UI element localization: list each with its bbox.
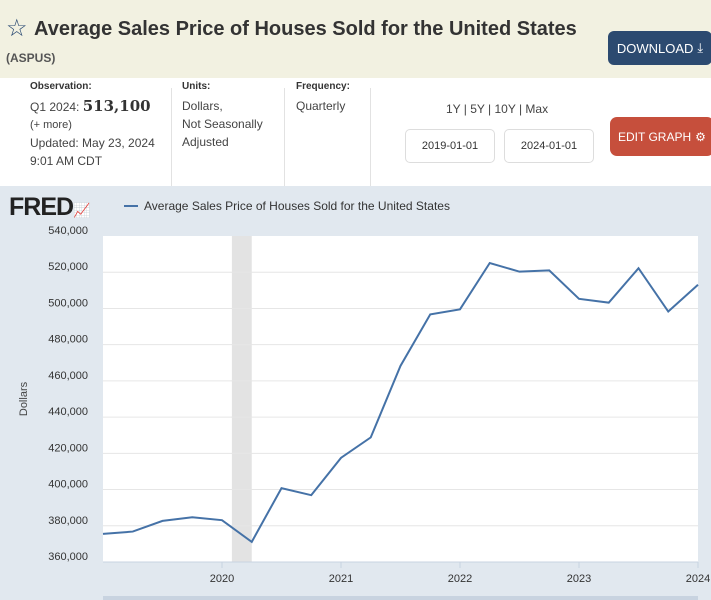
plot-background — [103, 236, 698, 562]
start-date-input[interactable]: 2019-01-01 — [405, 129, 495, 163]
y-tick-label: 480,000 — [48, 334, 88, 346]
download-label: DOWNLOAD — [616, 40, 694, 56]
x-tick-label: 2023 — [567, 573, 591, 585]
end-date-input[interactable]: 2024-01-01 — [504, 129, 594, 163]
frequency-label: Frequency: — [296, 81, 350, 92]
legend-swatch — [124, 205, 138, 207]
gear-icon: ⚙ — [695, 129, 706, 144]
favorite-star-icon[interactable]: ☆ — [6, 15, 28, 42]
observation-block: Observation: Q1 2024: 513,100 (+ more) U… — [30, 80, 155, 170]
y-tick-label: 460,000 — [48, 370, 88, 382]
observation-value: 513,100 — [82, 97, 151, 115]
series-id: (ASPUS) — [6, 51, 56, 65]
y-tick-label: 400,000 — [48, 479, 88, 491]
frequency-value: Quarterly — [296, 99, 346, 113]
download-button[interactable]: DOWNLOAD ⤓ — [608, 31, 711, 65]
download-icon: ⤓ — [697, 40, 704, 55]
y-tick-label: 380,000 — [48, 515, 88, 527]
range-selector[interactable]: 1Y | 5Y | 10Y | Max — [446, 102, 549, 116]
y-axis-label: Dollars — [18, 381, 30, 416]
observation-period: Q1 2024: — [30, 100, 80, 114]
updated-date: Updated: May 23, 2024 — [30, 136, 155, 150]
units-label: Units: — [182, 81, 211, 92]
x-tick-label: 2020 — [210, 573, 234, 585]
series-header: ☆ Average Sales Price of Houses Sold for… — [0, 0, 711, 78]
units-line: Not Seasonally — [182, 117, 263, 131]
units-line: Dollars, — [182, 99, 223, 113]
updated-time: 9:01 AM CDT — [30, 154, 103, 168]
x-tick-label: 2022 — [448, 573, 472, 585]
fred-logo: FRED📈 — [9, 193, 91, 221]
y-tick-label: 440,000 — [48, 406, 88, 418]
recession-shading — [231, 236, 252, 562]
divider — [370, 88, 371, 186]
y-tick-label: 420,000 — [48, 442, 88, 454]
range-navigator — [103, 596, 698, 600]
x-tick-label: 2024 — [686, 573, 710, 585]
page-title: Average Sales Price of Houses Sold for t… — [34, 18, 577, 40]
frequency-block: Frequency: Quarterly — [296, 80, 350, 115]
units-block: Units: Dollars, Not Seasonally Adjusted — [182, 80, 263, 151]
y-tick-label: 360,000 — [48, 551, 88, 563]
more-link[interactable]: (+ more) — [30, 119, 72, 131]
observation-label: Observation: — [30, 81, 92, 92]
divider — [171, 88, 172, 186]
legend-label: Average Sales Price of Houses Sold for t… — [144, 199, 450, 213]
legend: Average Sales Price of Houses Sold for t… — [124, 199, 450, 213]
y-tick-label: 500,000 — [48, 297, 88, 309]
x-tick-label: 2021 — [329, 573, 353, 585]
y-tick-label: 520,000 — [48, 261, 88, 273]
edit-graph-label: EDIT GRAPH — [618, 129, 692, 144]
units-line: Adjusted — [182, 135, 229, 149]
divider — [284, 88, 285, 186]
y-tick-label: 540,000 — [48, 225, 88, 237]
edit-graph-button[interactable]: EDIT GRAPH ⚙ — [610, 117, 711, 156]
